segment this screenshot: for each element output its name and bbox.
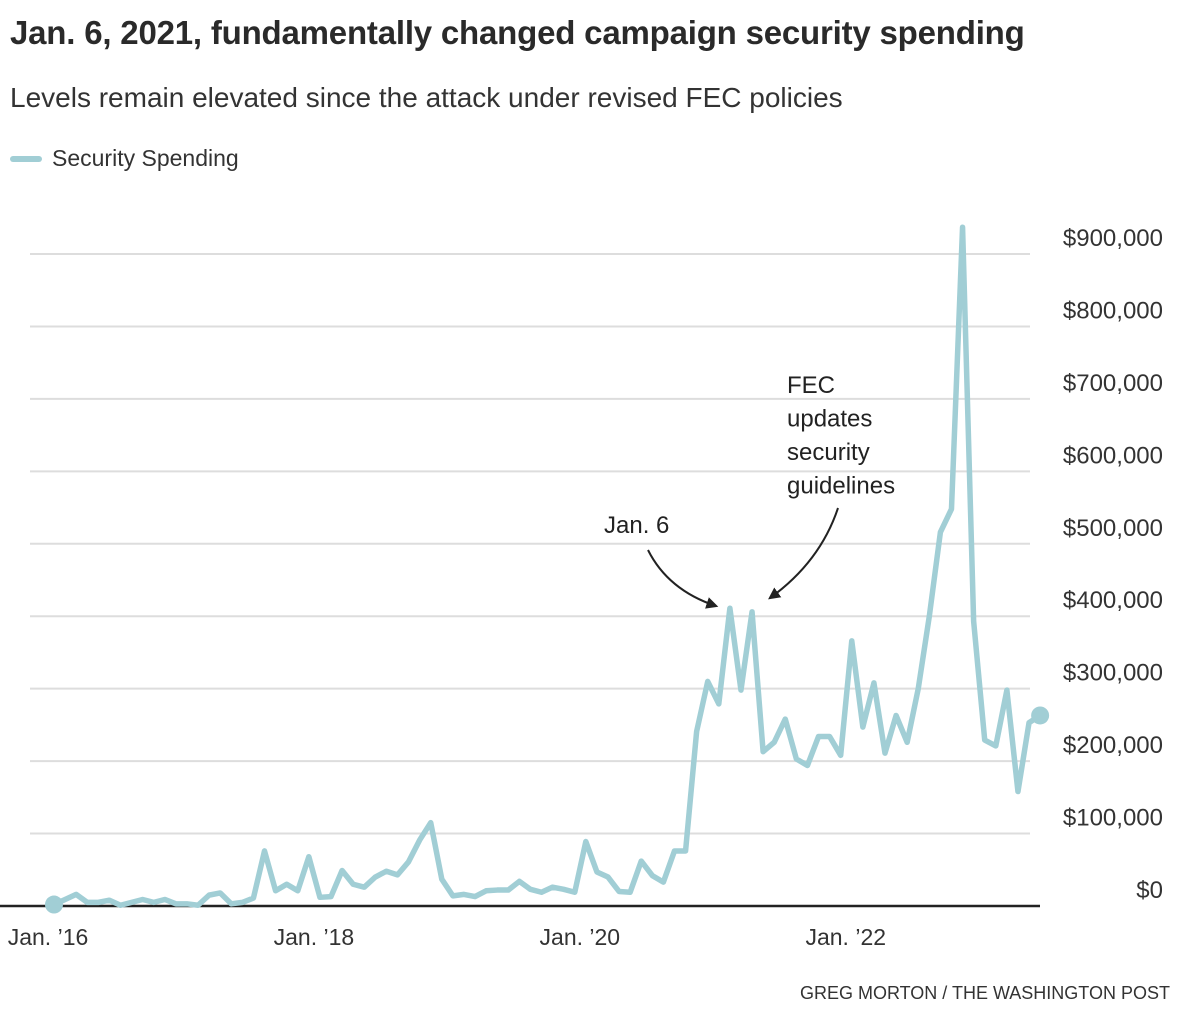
y-tick-label: $800,000 (1063, 297, 1163, 324)
annotation-jan6: Jan. 6 (604, 512, 669, 539)
x-tick-label: Jan. ’22 (805, 924, 886, 950)
y-tick-label: $100,000 (1063, 805, 1163, 832)
chart-subtitle: Levels remain elevated since the attack … (10, 82, 843, 113)
legend: Security Spending (10, 145, 239, 172)
start-point (45, 895, 63, 914)
y-tick-label: $500,000 (1063, 515, 1163, 542)
end-point (1031, 706, 1050, 725)
y-tick-label: $400,000 (1063, 587, 1163, 614)
x-tick-label: Jan. ’18 (274, 924, 355, 950)
y-tick-label: $900,000 (1063, 225, 1163, 252)
y-tick-label: $600,000 (1063, 442, 1163, 469)
x-tick-label: Jan. ’20 (540, 924, 621, 950)
y-tick-label: $0 (1136, 877, 1163, 904)
annotation-fec-line: security (787, 439, 870, 466)
chart-title: Jan. 6, 2021, fundamentally changed camp… (10, 14, 1025, 51)
annotation-fec-line: updates (787, 406, 872, 433)
series-line-security-spending (51, 224, 1043, 909)
annotation-fec-line: FEC (787, 372, 835, 399)
annotation-arrow-fec (768, 507, 839, 600)
y-tick-label: $700,000 (1063, 370, 1163, 397)
y-tick-label: $200,000 (1063, 732, 1163, 759)
credit: GREG MORTON / THE WASHINGTON POST (799, 983, 1170, 1003)
legend-swatch (10, 155, 42, 162)
annotation-arrow-jan6 (647, 549, 719, 609)
legend-label: Security Spending (52, 145, 239, 171)
data-points (45, 706, 1050, 914)
x-tick-label: Jan. ’16 (8, 924, 89, 950)
y-tick-label: $300,000 (1063, 660, 1163, 687)
annotation-fec: FEC updates security guidelines (787, 372, 895, 500)
annotation-fec-line: guidelines (787, 473, 895, 500)
